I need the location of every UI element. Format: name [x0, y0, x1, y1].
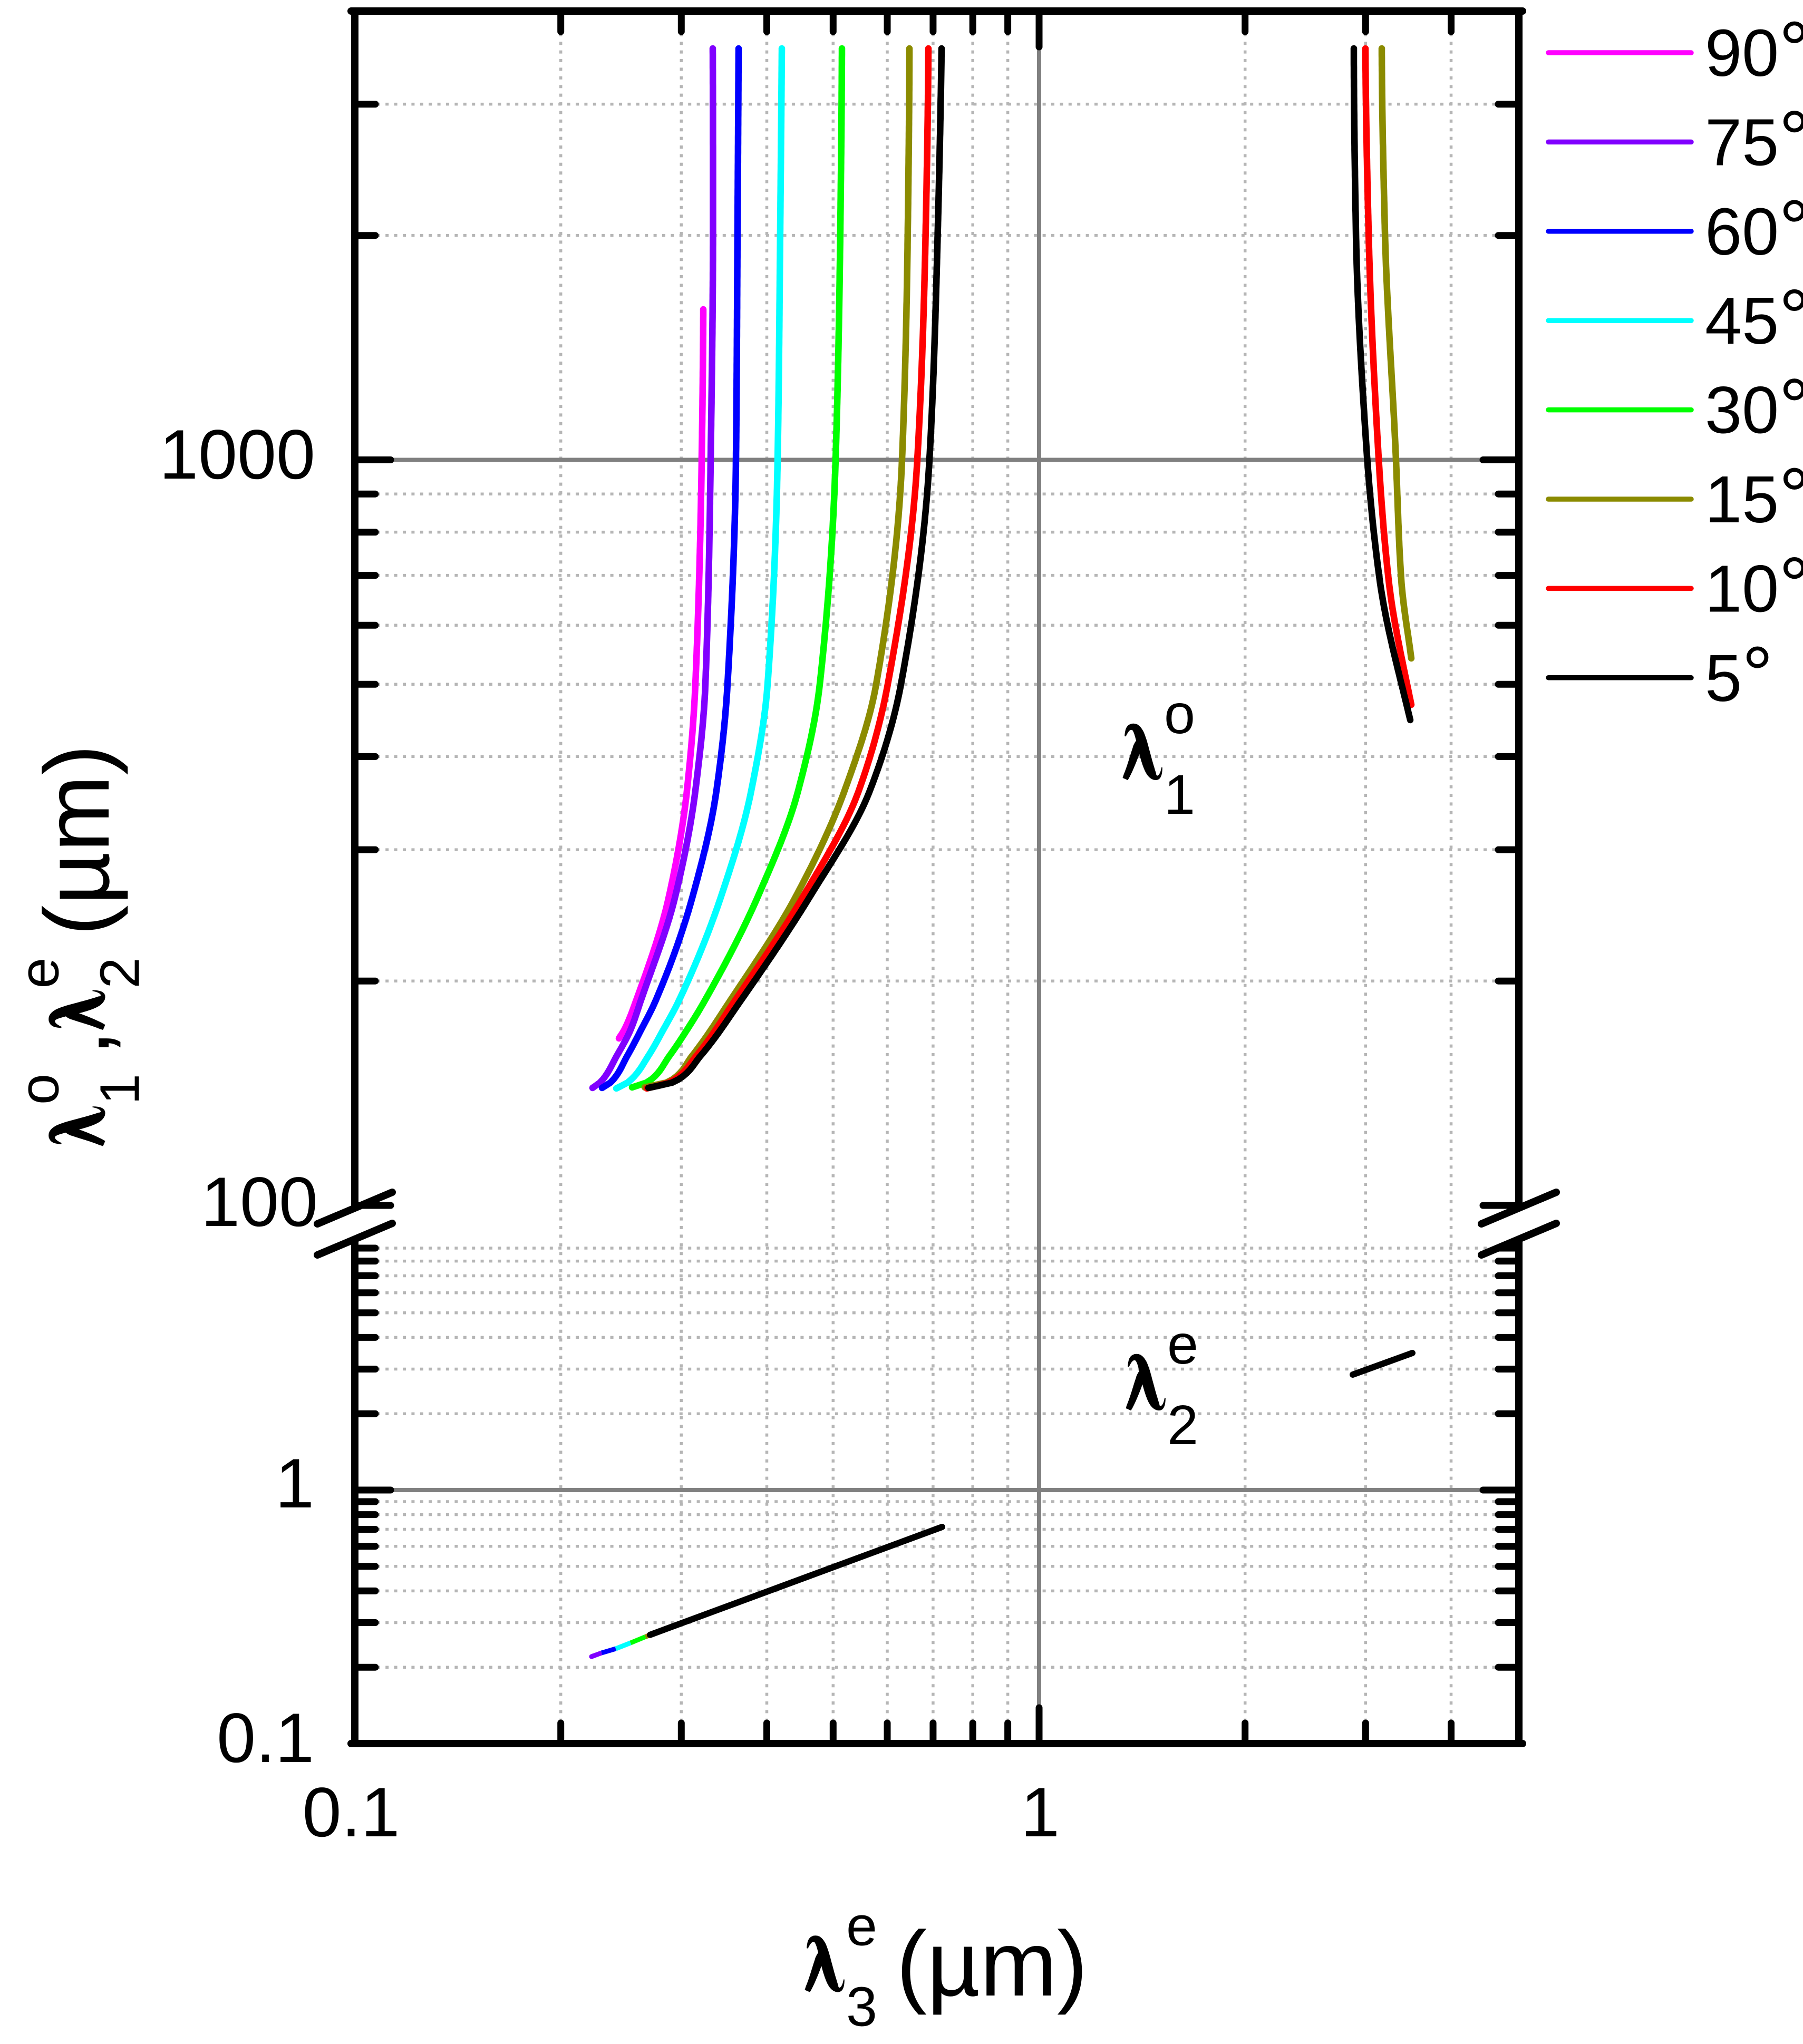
svg-text:60°: 60°	[1705, 184, 1803, 271]
svg-text:,: ,	[26, 1030, 129, 1056]
svg-text:o: o	[1164, 683, 1195, 745]
svg-text:15°: 15°	[1705, 452, 1803, 539]
svg-text:e: e	[1167, 1313, 1198, 1376]
svg-text:1: 1	[1021, 1774, 1060, 1852]
svg-text:45°: 45°	[1705, 274, 1803, 361]
svg-text:0.1: 0.1	[303, 1774, 400, 1852]
svg-text:2: 2	[1167, 1394, 1198, 1456]
svg-text:1: 1	[89, 1074, 151, 1105]
svg-text:30°: 30°	[1705, 363, 1803, 450]
svg-text:2: 2	[89, 958, 151, 989]
svg-text:5°: 5°	[1705, 631, 1773, 718]
svg-text:1: 1	[275, 1445, 314, 1523]
svg-text:e: e	[8, 958, 71, 989]
svg-text:10°: 10°	[1705, 541, 1803, 628]
svg-text:(µm): (µm)	[896, 1913, 1088, 2016]
svg-text:100: 100	[201, 1163, 318, 1241]
svg-text:(µm): (µm)	[26, 744, 129, 936]
svg-text:90°: 90°	[1705, 6, 1803, 93]
svg-text:1000: 1000	[159, 416, 315, 494]
svg-text:e: e	[846, 1895, 877, 1958]
svg-text:1: 1	[1164, 764, 1195, 826]
svg-text:0.1: 0.1	[217, 1699, 314, 1777]
svg-text:3: 3	[846, 1976, 877, 2038]
svg-text:o: o	[8, 1074, 71, 1105]
svg-text:75°: 75°	[1705, 95, 1803, 182]
